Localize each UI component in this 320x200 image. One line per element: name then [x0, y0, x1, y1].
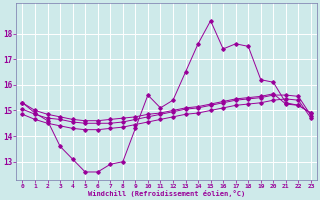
X-axis label: Windchill (Refroidissement éolien,°C): Windchill (Refroidissement éolien,°C)	[88, 190, 245, 197]
